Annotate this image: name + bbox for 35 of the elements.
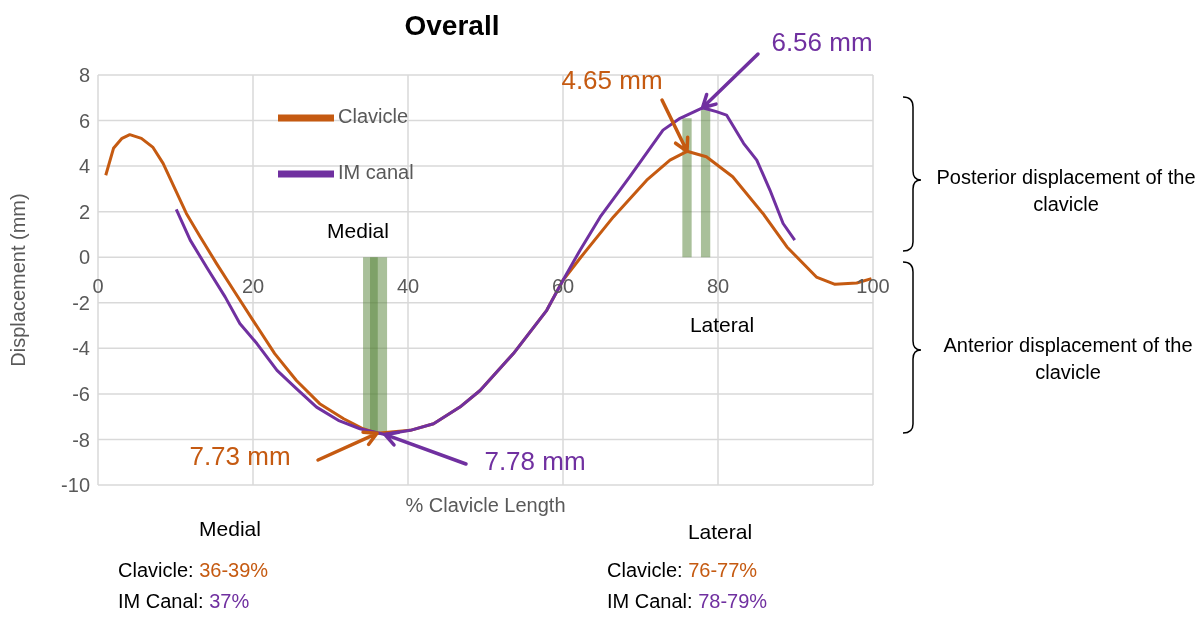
annotation: 6.56 mm [771, 26, 873, 57]
annotation: 7.78 mm [484, 445, 586, 476]
text: Clavicle: 76-77% [607, 559, 758, 581]
x-tick-label: 0 [92, 275, 104, 298]
text: Posterior displacement of the clavicle [936, 165, 1196, 217]
x-tick-label: 40 [396, 275, 420, 298]
annotation: 7.73 mm [189, 440, 291, 471]
text: Lateral [687, 520, 753, 543]
text: Anterior displacement of the clavicle [942, 333, 1194, 385]
text: Medial [199, 517, 261, 540]
text: IM Canal: 37% [118, 590, 250, 612]
annotation: 4.65 mm [561, 64, 663, 95]
y-tick-label: 8 [78, 64, 90, 87]
y-tick-label: 2 [78, 200, 90, 223]
x-tick-label: 20 [241, 275, 265, 298]
y-tick-label: -8 [72, 428, 90, 451]
x-tick-label: 80 [706, 275, 730, 298]
y-axis-title: Displacement (mm) [7, 193, 29, 367]
line-series [174, 106, 797, 436]
y-tick-label: 6 [78, 109, 90, 132]
annotation: Lateral [689, 313, 755, 336]
legend-label: IM canal [338, 161, 414, 184]
x-tick-label: 100 [856, 275, 890, 298]
annotation: Medial [327, 219, 389, 242]
y-tick-label: -2 [72, 291, 90, 314]
chart-title: Overall [404, 10, 500, 41]
y-tick-label: 0 [78, 246, 90, 269]
y-tick-label: -4 [72, 337, 90, 360]
text: Clavicle: 36-39% [118, 559, 269, 581]
x-axis-title: % Clavicle Length [405, 494, 566, 516]
legend-label: Clavicle [338, 105, 409, 128]
text: IM Canal: 78-79% [607, 590, 768, 612]
y-tick-label: 4 [78, 155, 90, 178]
y-tick-label: -6 [72, 382, 90, 405]
y-tick-label: -10 [61, 474, 90, 497]
